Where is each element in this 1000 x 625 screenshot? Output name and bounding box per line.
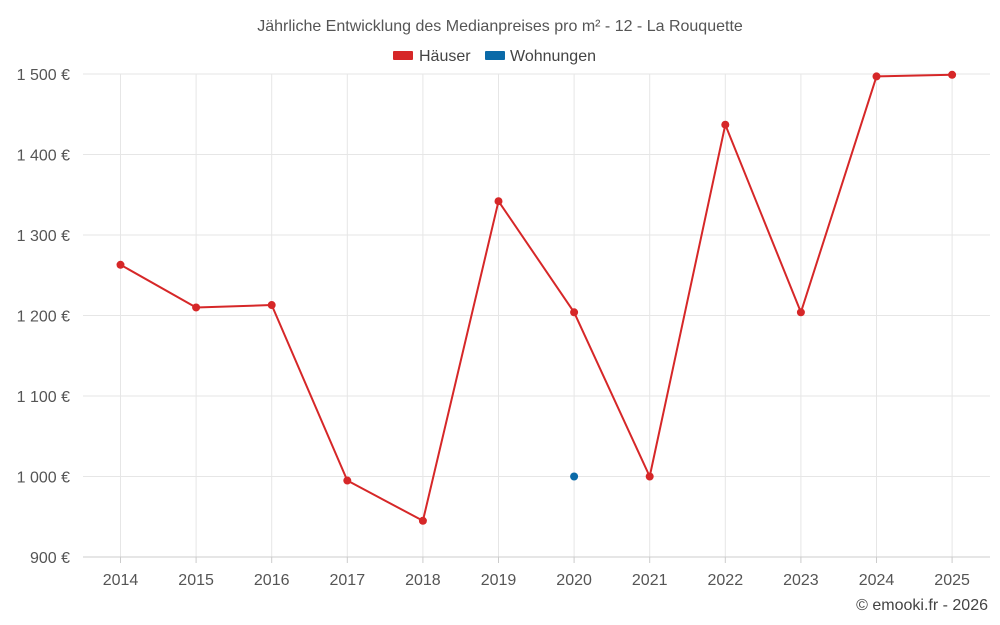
- y-tick-label: 900 €: [30, 550, 70, 567]
- data-point-haeuser[interactable]: [192, 303, 201, 312]
- y-tick-label: 1 300 €: [17, 228, 70, 245]
- y-tick-label: 1 100 €: [17, 389, 70, 406]
- legend-swatch-haeuser: [393, 51, 413, 60]
- series-layer: [116, 70, 957, 525]
- legend-item-wohnungen[interactable]: Wohnungen: [485, 48, 596, 65]
- legend[interactable]: Häuser Wohnungen: [393, 48, 596, 65]
- x-tick-label: 2025: [934, 572, 970, 589]
- data-point-haeuser[interactable]: [494, 197, 503, 206]
- y-tick-label: 1 000 €: [17, 470, 70, 487]
- data-point-haeuser[interactable]: [343, 476, 352, 485]
- y-tick-label: 1 400 €: [17, 148, 70, 165]
- y-gridlines: [83, 73, 990, 477]
- data-point-haeuser[interactable]: [418, 516, 427, 525]
- x-tick-label: 2021: [632, 572, 668, 589]
- legend-swatch-wohnungen: [485, 51, 505, 60]
- data-point-haeuser[interactable]: [721, 120, 730, 129]
- legend-label-haeuser: Häuser: [419, 48, 471, 65]
- series-line-haeuser: [120, 73, 953, 522]
- x-tick-label: 2022: [708, 572, 744, 589]
- x-tick-label: 2019: [481, 572, 517, 589]
- x-tick-label: 2017: [330, 572, 366, 589]
- x-tick-label: 2015: [178, 572, 214, 589]
- data-point-haeuser[interactable]: [570, 308, 579, 317]
- x-tick-label: 2023: [783, 572, 819, 589]
- data-point-haeuser[interactable]: [645, 472, 654, 481]
- chart-title: Jährliche Entwicklung des Medianpreises …: [257, 18, 743, 35]
- x-tick-label: 2016: [254, 572, 290, 589]
- data-point-haeuser[interactable]: [116, 260, 125, 269]
- data-point-haeuser[interactable]: [872, 72, 881, 81]
- x-tick-label: 2024: [859, 572, 895, 589]
- x-tick-label: 2014: [103, 572, 139, 589]
- y-tick-label: 1 200 €: [17, 309, 70, 326]
- legend-label-wohnungen: Wohnungen: [510, 48, 596, 65]
- data-point-wohnungen[interactable]: [570, 472, 579, 481]
- credit-text: © emooki.fr - 2026: [856, 597, 988, 614]
- y-axis-tick-labels: 900 € 1 000 € 1 100 € 1 200 € 1 300 € 1 400 €…: [17, 67, 70, 567]
- data-point-haeuser[interactable]: [267, 301, 276, 310]
- data-point-haeuser[interactable]: [948, 70, 957, 79]
- x-gridlines: [120, 74, 953, 563]
- x-tick-label: 2018: [405, 572, 441, 589]
- x-tick-label: 2020: [556, 572, 592, 589]
- y-tick-label: 1 500 €: [17, 67, 70, 84]
- x-axis-tick-labels: 2014 2015 2016 2017 2018 2019 2020 2021 2022 2023…: [103, 572, 970, 589]
- data-point-haeuser[interactable]: [796, 308, 805, 317]
- legend-item-haeuser[interactable]: Häuser: [393, 48, 471, 65]
